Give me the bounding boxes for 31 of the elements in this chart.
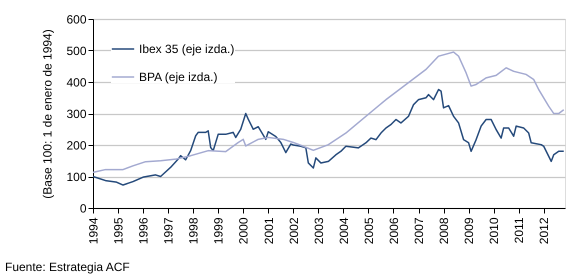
x-tick-label: 2000 <box>236 217 251 244</box>
x-tick-label: 2002 <box>286 217 301 244</box>
x-tick-label: 1997 <box>162 217 176 244</box>
y-tick-label: 600 <box>66 12 87 26</box>
x-tick-label: 2012 <box>537 217 552 244</box>
x-tick-label: 2001 <box>262 217 276 244</box>
y-tick-label: 400 <box>66 76 87 90</box>
legend-label: Ibex 35 (eje izda.) <box>139 42 234 56</box>
x-tick-label: 2005 <box>362 217 376 244</box>
x-tick-label: 1994 <box>86 217 100 244</box>
y-tick-label: 0 <box>80 202 87 216</box>
x-tick-label: 2009 <box>462 217 476 244</box>
x-tick-label: 1999 <box>212 217 226 244</box>
x-tick-label: 2010 <box>487 217 502 244</box>
x-tick-label: 1998 <box>186 217 201 244</box>
x-tick-label: 1995 <box>112 217 126 244</box>
x-tick-label: 2003 <box>312 217 326 244</box>
x-tick-label: 1996 <box>136 217 151 244</box>
x-tick-label: 2011 <box>512 217 526 244</box>
y-axis-title: (Base 100: 1 de enero de 1994) <box>40 29 54 199</box>
y-tick-label: 100 <box>66 170 87 184</box>
x-tick-label: 2004 <box>336 217 351 244</box>
x-tick-label: 2008 <box>437 217 452 244</box>
y-tick-label: 300 <box>66 107 87 121</box>
x-tick-label: 2006 <box>386 217 401 244</box>
source-note: Fuente: Estrategia ACF <box>5 260 130 274</box>
x-tick-label: 2007 <box>412 217 426 244</box>
y-tick-label: 500 <box>66 44 87 58</box>
y-tick-label: 200 <box>66 138 87 152</box>
line-series <box>92 88 564 186</box>
legend-label: BPA (eje izda.) <box>139 70 218 84</box>
